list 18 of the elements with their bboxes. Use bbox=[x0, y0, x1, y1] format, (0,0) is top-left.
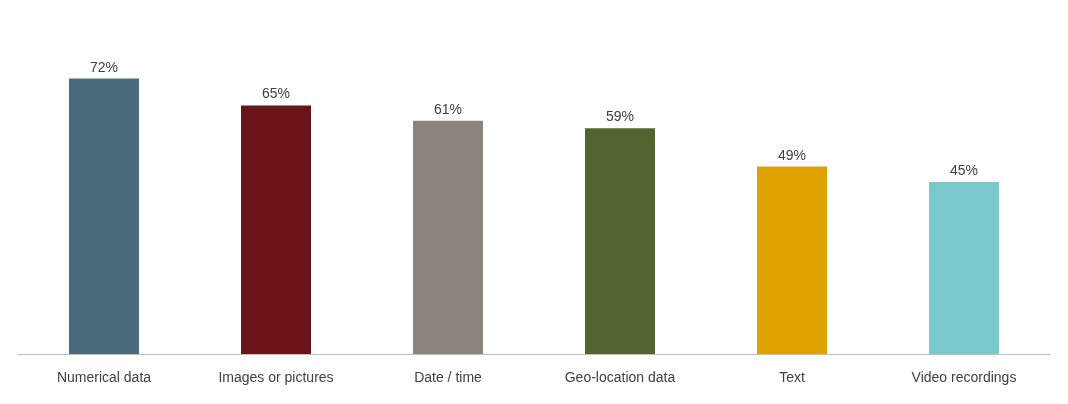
bar bbox=[757, 166, 827, 354]
bar bbox=[929, 181, 999, 354]
x-tick-label: Date / time bbox=[414, 369, 483, 385]
x-tick-label: Numerical data bbox=[56, 369, 152, 385]
data-label: 59% bbox=[605, 108, 635, 125]
bar bbox=[69, 78, 139, 354]
x-tick-label: Video recordings bbox=[911, 369, 1017, 385]
data-label: 49% bbox=[777, 146, 807, 163]
bar bbox=[413, 120, 483, 354]
x-tick-label: Text bbox=[779, 369, 805, 385]
data-label: 61% bbox=[433, 100, 463, 117]
bar bbox=[241, 105, 311, 354]
data-label: 65% bbox=[261, 85, 291, 102]
data-label: 45% bbox=[949, 161, 979, 178]
x-tick-label: Images or pictures bbox=[218, 369, 334, 385]
x-tick-label: Geo-location data bbox=[564, 369, 676, 385]
data-label: 72% bbox=[89, 58, 119, 75]
bar bbox=[585, 128, 655, 354]
